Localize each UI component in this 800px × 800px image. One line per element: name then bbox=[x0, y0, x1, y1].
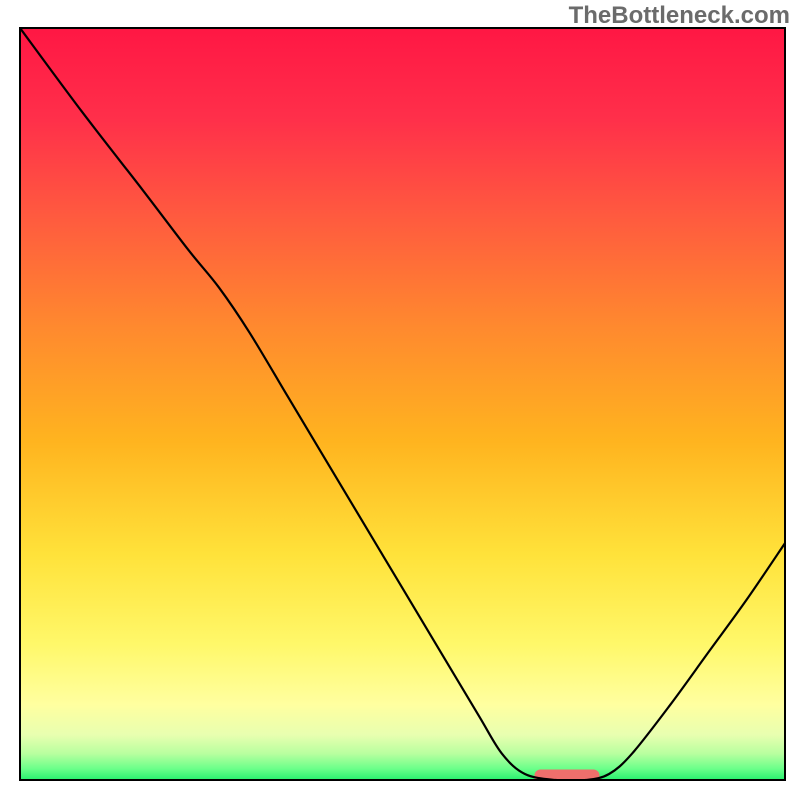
bottleneck-marker bbox=[534, 769, 599, 784]
plot-background bbox=[20, 28, 785, 780]
bottleneck-chart bbox=[0, 0, 800, 800]
chart-container: TheBottleneck.com bbox=[0, 0, 800, 800]
